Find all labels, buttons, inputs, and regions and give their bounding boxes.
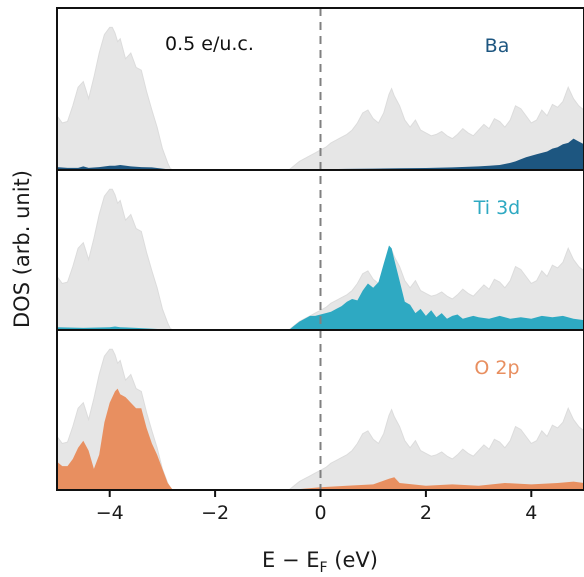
x-axis-label: E − EF (eV) xyxy=(262,548,378,576)
pdos-area-o-2p xyxy=(57,388,584,490)
total-dos-area-ti-3d xyxy=(57,188,584,331)
electron-doping-annotation: 0.5 e/u.c. xyxy=(165,33,254,55)
panel-label-ba: Ba xyxy=(485,35,510,57)
pdos-area-ba xyxy=(57,138,584,170)
pdos-area-ti-3d xyxy=(57,245,584,330)
x-tick-label: 0 xyxy=(314,502,326,524)
x-tick-label: 4 xyxy=(525,502,537,524)
y-axis-label: DOS (arb. unit) xyxy=(10,170,34,328)
x-tick-label: −4 xyxy=(96,502,124,524)
x-tick-label: 2 xyxy=(420,502,432,524)
panel-group: Ba Ti 3d O 2p xyxy=(57,26,584,490)
panel-label-ti-3d: Ti 3d xyxy=(473,197,521,219)
x-axis-ticks: −4 −2 0 2 4 xyxy=(96,490,537,524)
panel-label-o-2p: O 2p xyxy=(474,357,519,379)
x-tick-label: −2 xyxy=(201,502,229,524)
